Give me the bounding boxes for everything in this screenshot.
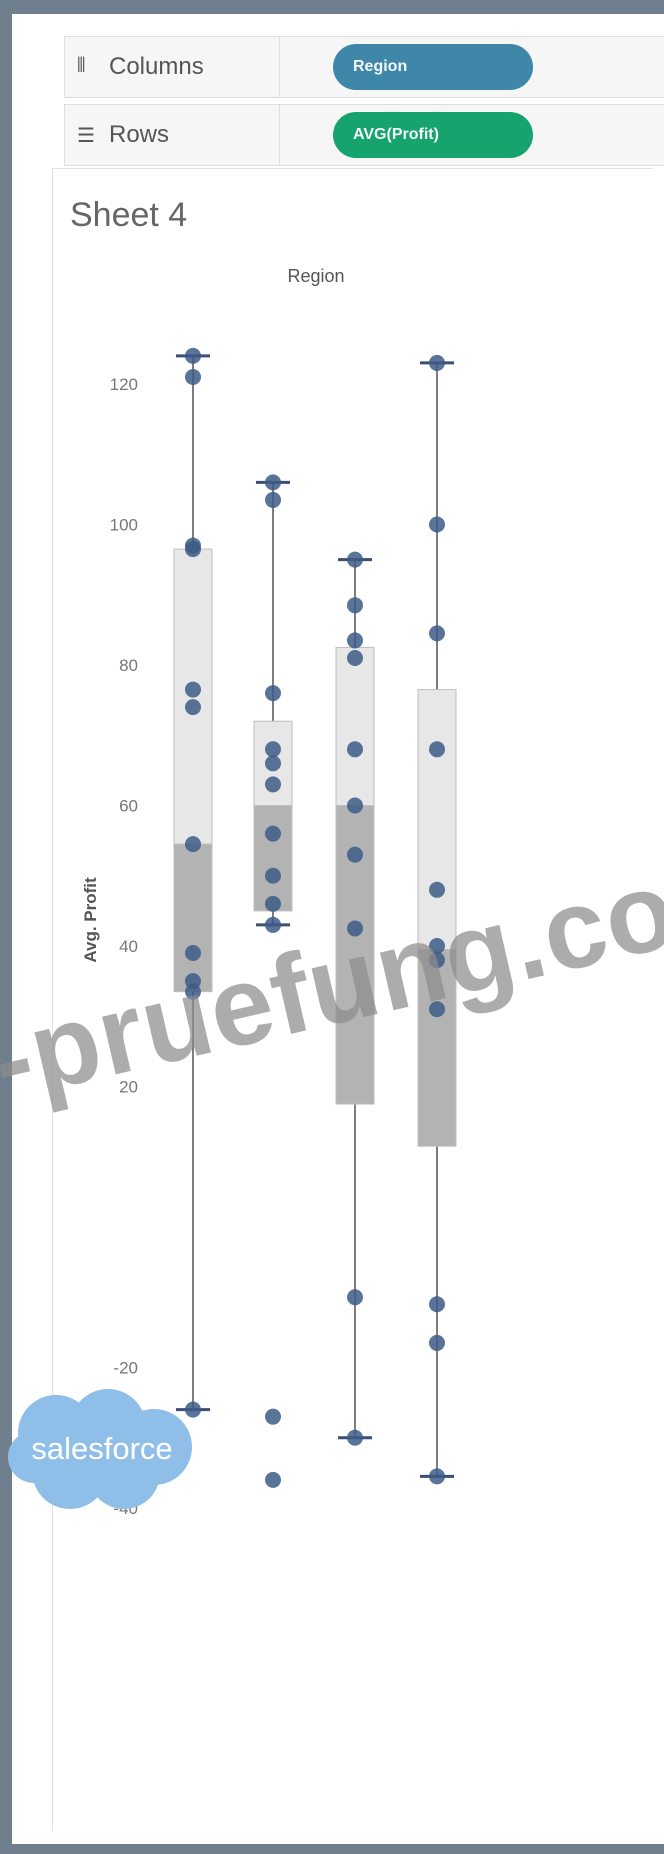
y-tick-label: 20 xyxy=(119,1078,138,1097)
data-point xyxy=(265,895,281,912)
data-point xyxy=(347,632,363,649)
columns-icon: ⫴ xyxy=(77,55,86,77)
data-point xyxy=(265,474,281,491)
data-point xyxy=(265,755,281,772)
y-tick-label: -20 xyxy=(113,1359,138,1378)
data-point xyxy=(429,952,445,969)
region-box-1 xyxy=(173,347,213,1418)
data-point xyxy=(347,649,363,666)
data-point xyxy=(265,825,281,842)
lower-box xyxy=(173,843,213,993)
y-tick-label: 120 xyxy=(110,375,138,394)
sheet-title: Sheet 4 xyxy=(70,196,188,234)
data-point xyxy=(185,681,201,698)
data-point xyxy=(185,983,201,1000)
y-tick-label: 60 xyxy=(119,797,138,816)
data-point xyxy=(429,516,445,533)
logo-text: salesforce xyxy=(31,1431,172,1466)
y-tick-label: 80 xyxy=(119,656,138,675)
data-point xyxy=(265,776,281,793)
data-point xyxy=(429,741,445,758)
y-tick-label: 40 xyxy=(119,937,138,956)
y-axis-label: Avg. Profit xyxy=(81,877,100,963)
data-point xyxy=(265,685,281,702)
data-point xyxy=(185,368,201,385)
data-point xyxy=(347,797,363,814)
data-point xyxy=(347,597,363,614)
data-point xyxy=(265,867,281,884)
data-point xyxy=(185,699,201,716)
salesforce-logo: salesforce xyxy=(8,1389,192,1509)
data-point xyxy=(429,1296,445,1313)
data-point xyxy=(185,836,201,853)
region-box-4 xyxy=(417,354,457,1485)
data-point xyxy=(185,541,201,558)
chart-title: Region xyxy=(287,266,344,286)
data-point xyxy=(185,347,201,364)
lower-box xyxy=(253,805,293,912)
data-point xyxy=(185,1401,201,1418)
data-point xyxy=(265,1408,281,1425)
y-tick-label: 100 xyxy=(110,516,138,535)
data-point xyxy=(429,938,445,954)
data-point xyxy=(265,491,281,508)
region-box-2 xyxy=(253,474,293,1488)
data-point xyxy=(265,741,281,758)
data-point xyxy=(347,1289,363,1306)
data-point xyxy=(347,1429,363,1446)
region-box-3 xyxy=(335,551,375,1446)
data-point xyxy=(347,920,363,937)
avg-profit-pill[interactable]: AVG(Profit) xyxy=(333,112,533,158)
tableau-screen: ⫴ Columns Region ☰ Rows AVG(Profit) xyxy=(12,14,664,1844)
data-point xyxy=(347,846,363,863)
data-point xyxy=(185,945,201,962)
data-point xyxy=(347,741,363,758)
upper-box xyxy=(417,689,457,951)
data-point xyxy=(429,881,445,898)
data-point xyxy=(347,551,363,568)
columns-shelf-label: Columns xyxy=(109,53,204,80)
sheet-area xyxy=(52,168,653,1831)
data-point xyxy=(429,1334,445,1351)
region-pill[interactable]: Region xyxy=(333,44,533,90)
shelf-divider xyxy=(279,105,280,165)
rows-icon: ☰ xyxy=(77,125,95,147)
shelf-divider xyxy=(279,37,280,97)
rows-shelf-label: Rows xyxy=(109,121,170,148)
data-point xyxy=(429,1001,445,1018)
rows-shelf[interactable]: ☰ Rows AVG(Profit) xyxy=(64,104,664,166)
data-point xyxy=(429,625,445,642)
columns-shelf[interactable]: ⫴ Columns Region xyxy=(64,36,664,98)
upper-box xyxy=(335,646,375,806)
data-point xyxy=(265,916,281,933)
data-point xyxy=(429,1468,445,1485)
data-point xyxy=(265,1471,281,1488)
data-point xyxy=(429,354,445,371)
